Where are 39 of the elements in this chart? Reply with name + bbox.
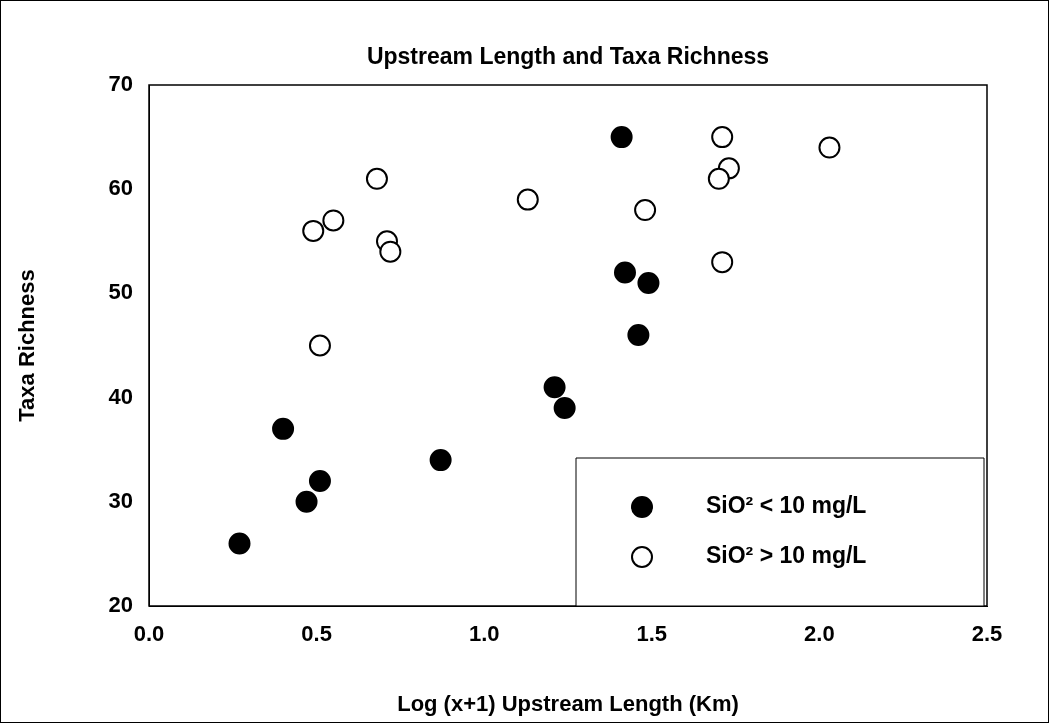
point	[818, 136, 841, 159]
point	[302, 219, 325, 242]
y-tick-label: 30	[108, 487, 133, 513]
point	[322, 209, 345, 232]
point	[365, 167, 388, 190]
x-tick-label: 2.0	[804, 621, 835, 647]
point	[429, 449, 452, 472]
legend-label: SiO² < 10 mg/L	[706, 492, 867, 519]
point	[637, 271, 660, 294]
x-tick-label: 0.0	[133, 621, 165, 647]
legend-label: SiO² > 10 mg/L	[706, 542, 867, 569]
point	[613, 261, 636, 284]
point	[707, 167, 730, 190]
chart-title: Upstream Length and Taxa Richness	[366, 43, 770, 70]
x-tick-label: 0.5	[301, 621, 332, 647]
point	[627, 324, 650, 347]
point	[711, 126, 734, 149]
point	[379, 240, 402, 263]
x-tick-label: 2.5	[971, 621, 1003, 647]
point	[295, 490, 318, 513]
point	[553, 397, 576, 420]
point	[272, 417, 295, 440]
point	[610, 126, 633, 149]
y-tick-label: 20	[108, 592, 133, 618]
point	[308, 469, 331, 492]
x-tick-label: 1.5	[636, 621, 668, 647]
point	[543, 376, 566, 399]
x-axis-title: Log (x+1) Upstream Length (Km)	[397, 690, 739, 716]
y-axis-title: Taxa Richness	[14, 269, 40, 422]
x-tick-label: 1.0	[468, 621, 500, 647]
point	[228, 532, 251, 555]
y-tick-label: 40	[108, 383, 133, 409]
point	[711, 251, 734, 274]
y-tick-label: 70	[108, 71, 133, 97]
point	[516, 188, 539, 211]
y-tick-label: 50	[108, 279, 133, 305]
y-tick-label: 60	[108, 175, 133, 201]
point	[308, 334, 331, 357]
point	[634, 199, 657, 222]
